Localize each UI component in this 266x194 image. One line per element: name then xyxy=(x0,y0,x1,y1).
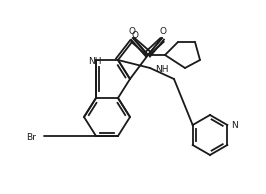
Text: Br: Br xyxy=(26,133,36,141)
Text: O: O xyxy=(128,28,135,36)
Text: N: N xyxy=(231,120,238,130)
Text: NH: NH xyxy=(88,57,102,67)
Text: O: O xyxy=(160,28,167,36)
Text: O: O xyxy=(131,30,139,40)
Text: NH: NH xyxy=(155,66,168,74)
